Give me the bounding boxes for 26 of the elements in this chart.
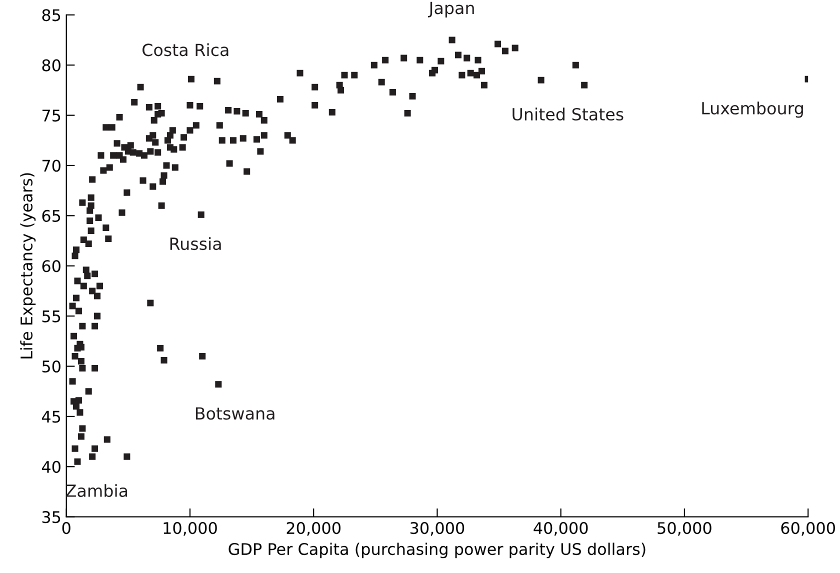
x-tick-label: 0 xyxy=(62,522,70,534)
annotation: Costa Rica xyxy=(142,43,228,56)
annotation: Luxembourg xyxy=(702,102,803,118)
annotation: United States xyxy=(512,108,624,121)
x-tick-label: 20,000 xyxy=(286,522,340,536)
y-tick-label: 70 xyxy=(42,160,60,172)
y-tick-label: 80 xyxy=(42,59,60,72)
y-axis-title: Life Expectancy (years) xyxy=(20,173,36,358)
y-tick-label: 35 xyxy=(42,511,60,524)
y-tick-label: 50 xyxy=(42,360,60,373)
y-tick-label: 65 xyxy=(42,210,60,222)
x-tick-label: 50,000 xyxy=(658,522,712,536)
y-tick-label: 75 xyxy=(42,110,60,122)
annotation: Botswana xyxy=(196,407,274,420)
annotation: Russia xyxy=(170,237,221,250)
y-tick-label: 60 xyxy=(42,260,60,272)
y-tick-label: 45 xyxy=(42,410,60,423)
annotation: Japan xyxy=(428,2,474,18)
x-tick-label: 10,000 xyxy=(164,522,217,536)
x-tick-label: 60,000 xyxy=(781,522,835,536)
y-tick-label: 85 xyxy=(42,9,60,22)
x-axis-title: GDP Per Capita (purchasing power parity US dollars) xyxy=(228,542,646,558)
x-tick-label: 30,000 xyxy=(410,522,464,536)
y-tick-label: 40 xyxy=(42,460,60,473)
x-tick-label: 40,000 xyxy=(534,522,588,536)
y-tick-label: 55 xyxy=(42,310,60,322)
